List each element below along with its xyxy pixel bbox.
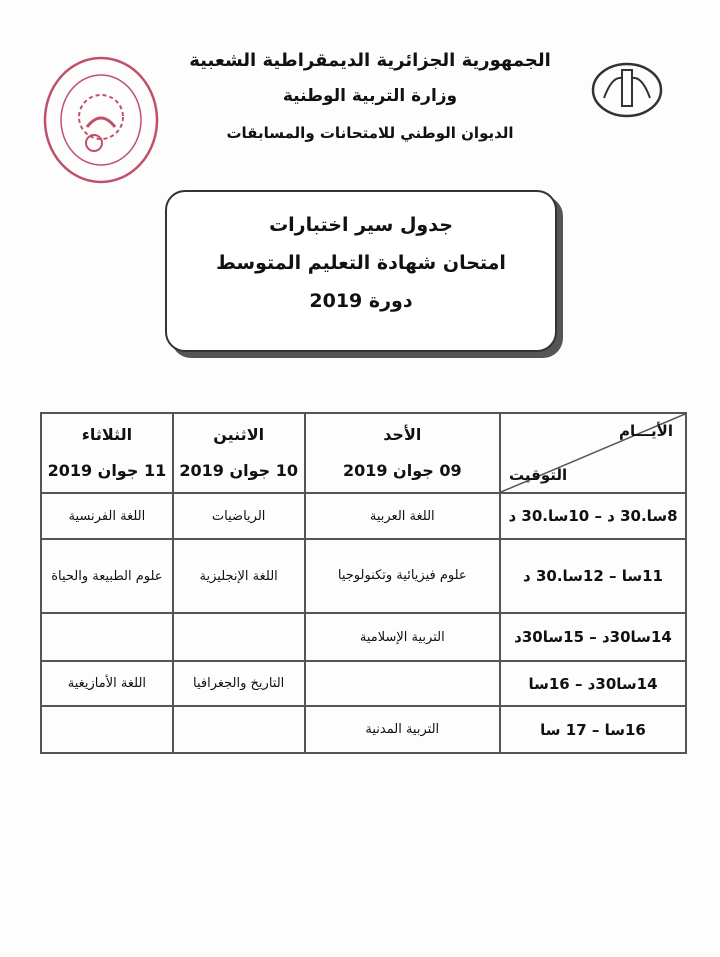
- subject-cell: [171, 705, 306, 754]
- title-line-1: جدول سير اختبارات: [269, 214, 453, 236]
- subject-cell: اللغة الفرنسية: [40, 492, 174, 540]
- day-header: الثلاثاء 11 جوان 2019: [40, 412, 174, 494]
- title-line-2: امتحان شهادة التعليم المتوسط: [216, 252, 506, 274]
- time-cell: 11سا – 12سا.30 د: [499, 538, 687, 614]
- time-cell: 14سا30د – 16سا: [499, 660, 687, 707]
- subject-cell: التربية المدنية: [303, 705, 502, 754]
- time-cell: 16سا – 17 سا: [499, 705, 687, 754]
- exam-schedule-table: الأيـــام التوقيت الأحد 09 جوان 2019 الاث…: [40, 412, 687, 754]
- table-header-row: الأيـــام التوقيت الأحد 09 جوان 2019 الاث…: [40, 412, 687, 494]
- corner-time-label: التوقيت: [509, 466, 568, 484]
- table-row: 14سا30د – 16سا التاريخ والجغرافيا اللغة …: [40, 660, 687, 707]
- corner-cell: الأيـــام التوقيت: [499, 412, 687, 494]
- subject-cell: [40, 612, 174, 662]
- subject-cell: [171, 612, 306, 662]
- subject-cell: الرياضيات: [171, 492, 306, 540]
- republic-name: الجمهورية الجزائرية الديمقراطية الشعبية: [189, 50, 551, 71]
- ministry-name: وزارة التربية الوطنية: [282, 86, 458, 106]
- subject-cell: علوم فيزيائية وتكنولوجيا: [303, 538, 502, 614]
- day-date: 09 جوان 2019: [342, 461, 462, 480]
- subject-cell: [40, 705, 174, 754]
- day-header: الاثنين 10 جوان 2019: [171, 412, 306, 494]
- subject-cell: اللغة الإنجليزية: [171, 538, 306, 614]
- day-header: الأحد 09 جوان 2019: [303, 412, 502, 494]
- corner-days-label: الأيـــام: [619, 422, 673, 440]
- day-name: الاثنين: [213, 425, 265, 444]
- office-name: الديوان الوطني للامتحانات والمسابقات: [226, 124, 514, 142]
- title-line-3: دورة 2019: [309, 290, 413, 312]
- subject-cell: علوم الطبيعة والحياة: [40, 538, 174, 614]
- subject-cell: التربية الإسلامية: [303, 612, 502, 662]
- day-date: 11 جوان 2019: [47, 461, 167, 480]
- subject-cell: اللغة العربية: [303, 492, 502, 540]
- diagonal-divider: [501, 414, 685, 492]
- subject-cell: [303, 660, 502, 707]
- official-seal-stamp: [43, 56, 159, 184]
- time-cell: 14سا30د – 15سا30د: [499, 612, 687, 662]
- day-name: الثلاثاء: [81, 425, 133, 444]
- onec-logo: [591, 62, 663, 118]
- title-box: جدول سير اختبارات امتحان شهادة التعليم ا…: [165, 190, 557, 352]
- table-row: 11سا – 12سا.30 د علوم فيزيائية وتكنولوجي…: [40, 538, 687, 614]
- table-row: 8سا.30 د – 10سا.30 د اللغة العربية الريا…: [40, 492, 687, 540]
- table-row: 16سا – 17 سا التربية المدنية: [40, 705, 687, 754]
- day-name: الأحد: [383, 425, 422, 444]
- subject-cell: اللغة الأمازيغية: [40, 660, 174, 707]
- table-row: 14سا30د – 15سا30د التربية الإسلامية: [40, 612, 687, 662]
- time-cell: 8سا.30 د – 10سا.30 د: [499, 492, 687, 540]
- subject-cell: التاريخ والجغرافيا: [171, 660, 306, 707]
- day-date: 10 جوان 2019: [179, 461, 298, 480]
